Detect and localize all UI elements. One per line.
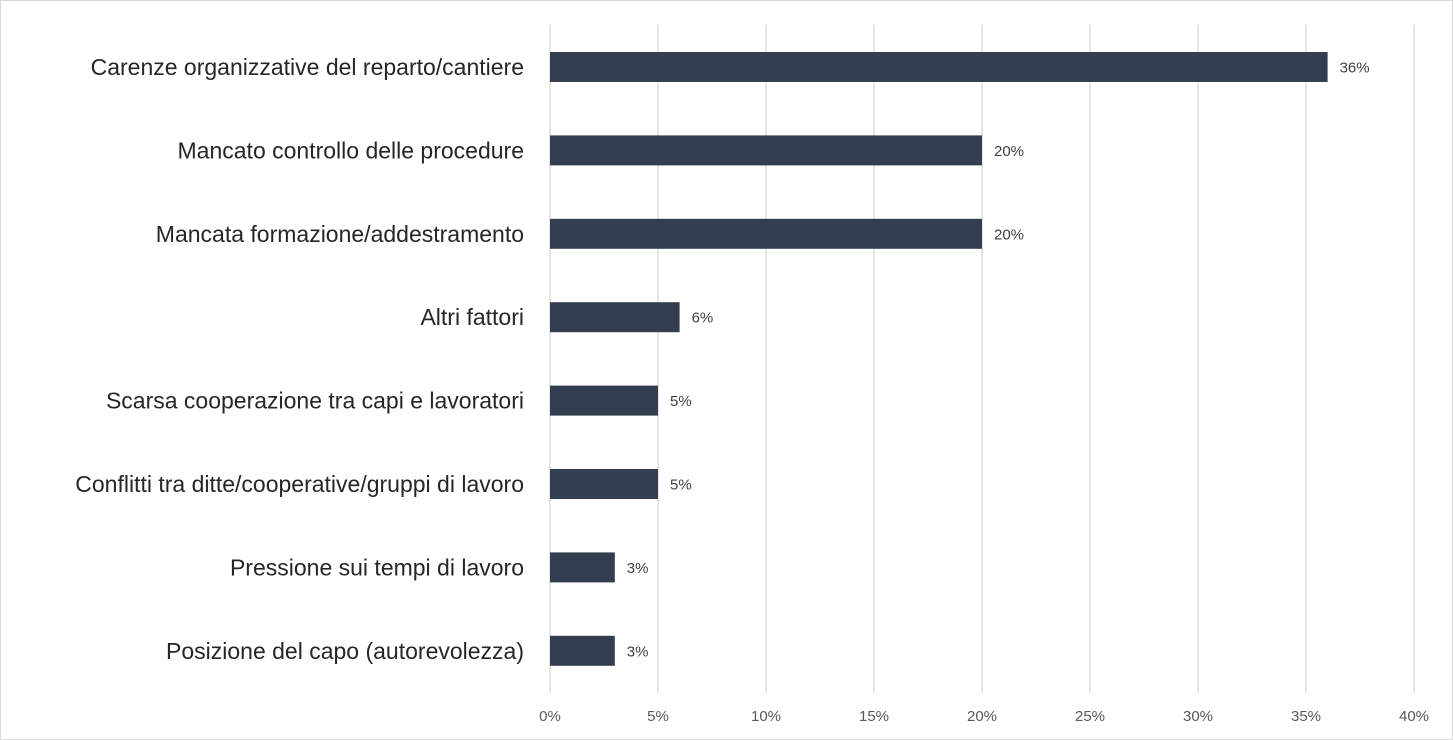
x-tick-label: 40% [1399,708,1429,725]
bar-5 [550,385,658,416]
x-tick-label: 0% [539,708,561,725]
bar-1 [550,52,1328,82]
data-label: 20% [994,143,1024,160]
category-label: Scarsa cooperazione tra capi e lavorator… [106,388,524,414]
data-label: 6% [692,310,714,327]
x-tick-label: 35% [1291,708,1321,725]
bar-7 [550,552,615,583]
category-label: Pressione sui tempi di lavoro [230,554,524,580]
x-tick-label: 15% [859,708,889,725]
data-labels: 36% 20% 20% 6% 5% 5% 3% 3% [627,60,1370,661]
bar-6 [550,469,658,499]
x-tick-label: 30% [1183,708,1213,725]
bar-2 [550,135,982,166]
data-label: 20% [994,226,1024,243]
category-labels: Carenze organizzative del reparto/cantie… [75,54,524,664]
x-tick-label: 25% [1075,708,1105,725]
bars [550,52,1328,666]
data-label: 5% [670,477,692,494]
data-label: 36% [1340,60,1370,77]
bar-8 [550,635,615,666]
category-label: Mancata formazione/addestramento [156,221,524,247]
category-label: Posizione del capo (autorevolezza) [166,638,524,664]
x-tick-label: 10% [751,708,781,725]
x-tick-label: 20% [967,708,997,725]
x-tick-label: 5% [647,708,669,725]
category-label: Carenze organizzative del reparto/cantie… [91,54,524,80]
bar-4 [550,302,680,333]
x-axis-tick-labels: 0% 5% 10% 15% 20% 25% 30% 35% 40% [539,708,1429,725]
category-label: Mancato controllo delle procedure [178,137,524,163]
category-label: Conflitti tra ditte/cooperative/gruppi d… [75,471,524,497]
data-label: 3% [627,560,649,577]
category-label: Altri fattori [420,304,524,330]
gridlines [549,25,1415,693]
data-label: 3% [627,643,649,660]
bar-3 [550,218,982,249]
data-label: 5% [670,393,692,410]
